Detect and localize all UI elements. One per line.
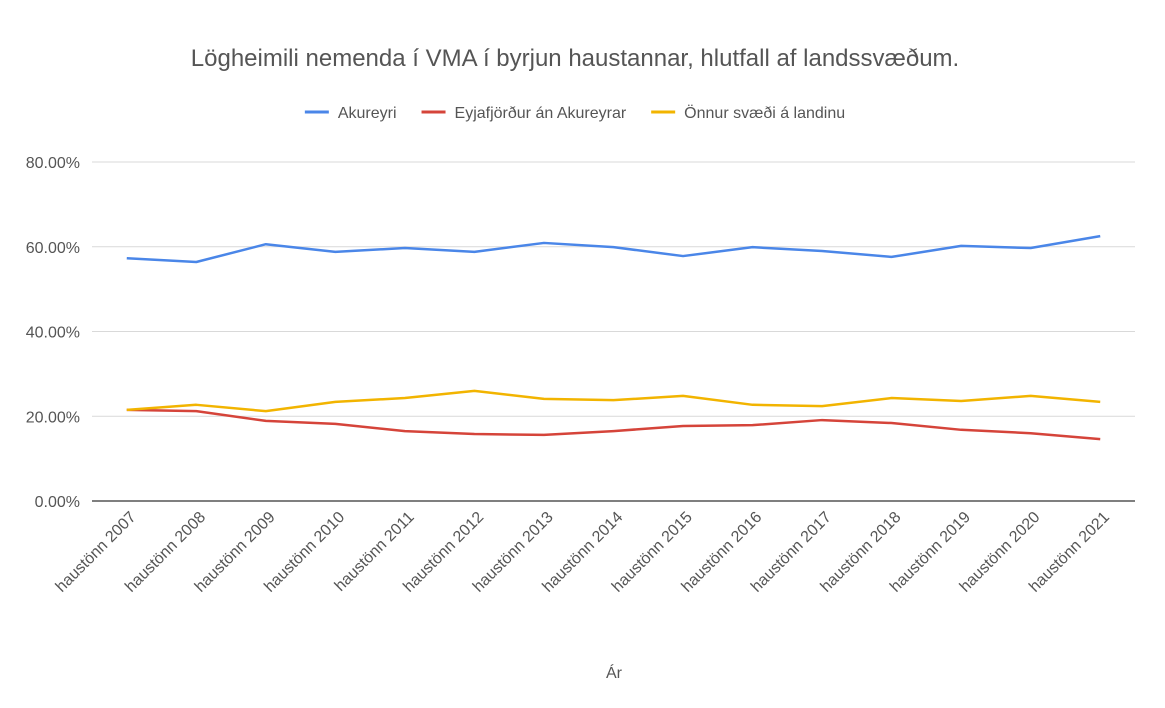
legend-label: Akureyri [338,105,397,122]
series-line [126,389,1101,413]
x-axis-title: Ár [606,663,623,682]
chart-title: Lögheimili nemenda í VMA í byrjun hausta… [191,45,959,72]
y-tick-label: 80.00% [26,155,80,172]
legend-label: Önnur svæði á landinu [684,104,845,122]
legend-label: Eyjafjörður án Akureyrar [455,105,627,122]
series-line [126,408,1101,441]
series-line [126,234,1101,264]
y-tick-label: 0.00% [35,494,80,511]
y-tick-label: 60.00% [26,240,80,257]
y-tick-label: 40.00% [26,325,80,342]
y-tick-label: 20.00% [26,409,80,426]
